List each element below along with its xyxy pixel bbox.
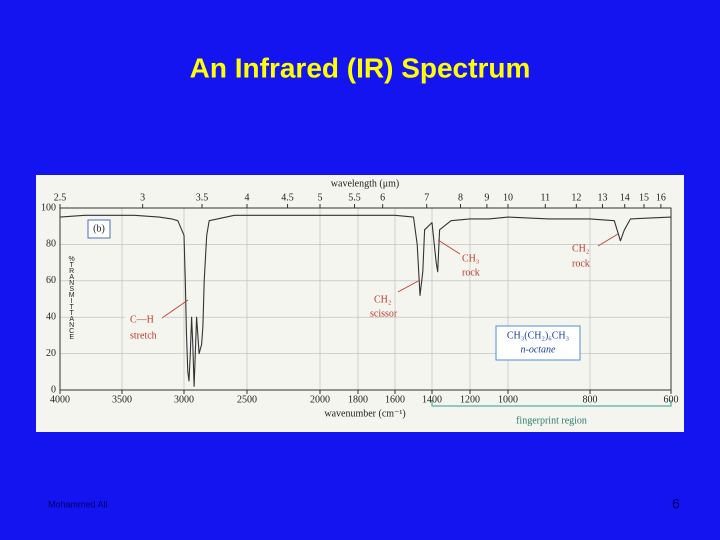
spectrum-line	[59, 214, 672, 387]
chart-background	[36, 175, 684, 432]
compound-box	[495, 325, 581, 361]
y-tick-label: 0	[51, 384, 56, 395]
y-tick-label: 40	[46, 311, 56, 322]
x-tick-label: 2000	[310, 394, 330, 405]
y-tick-label: 100	[41, 202, 56, 213]
x-tick-label: 4000	[50, 394, 70, 405]
x-tick-label: 1000	[498, 394, 518, 405]
y-tick-label: 20	[46, 348, 56, 359]
x2-tick-label: 15	[639, 192, 649, 203]
x2-tick-label: 7	[424, 192, 429, 203]
panel-box	[87, 219, 111, 239]
page-number: 6	[672, 496, 680, 512]
y-axis-label: %TRANSMITTANCE	[68, 256, 75, 340]
x-tick-label: 800	[583, 394, 598, 405]
x-tick-label: 1600	[385, 394, 405, 405]
x2-tick-label: 4	[245, 192, 250, 203]
x2-tick-label: 9	[484, 192, 489, 203]
x2-tick-label: 4.5	[281, 192, 294, 203]
panel-label: (b)	[93, 223, 105, 234]
x2-tick-label: 14	[620, 192, 630, 203]
annotation: CH₃	[462, 253, 479, 264]
fingerprint-label: fingerprint region	[516, 415, 587, 426]
annotation: scissor	[370, 308, 398, 319]
y-tick-label: 80	[46, 239, 56, 250]
compound-name: n-octane	[521, 344, 557, 355]
x-tick-label: 3000	[174, 394, 194, 405]
annotation: CH₂	[572, 243, 589, 254]
annotation: stretch	[130, 330, 157, 341]
x2-tick-label: 12	[571, 192, 581, 203]
x-tick-label: 3500	[112, 394, 132, 405]
x-tick-label: 2500	[237, 394, 257, 405]
annotation-leader	[597, 233, 619, 247]
y-tick-label: 60	[46, 275, 56, 286]
x2-tick-label: 2.5	[54, 192, 67, 203]
footer: Mohammed Ali	[48, 499, 108, 509]
x2-tick-label: 11	[540, 192, 550, 203]
x2-tick-label: 8	[458, 192, 463, 203]
annotation-leader	[437, 239, 461, 255]
annotation: CH₂	[374, 294, 391, 305]
x2-tick-label: 3	[140, 192, 145, 203]
x-tick-label: 1200	[460, 394, 480, 405]
x-tick-label: 1800	[348, 394, 368, 405]
annotation: rock	[572, 258, 590, 269]
x-axis-label: wavenumber (cm⁻¹)	[324, 408, 405, 419]
plot-frame	[59, 207, 672, 391]
annotation-leader	[397, 279, 421, 293]
x-tick-label: 1400	[422, 394, 442, 405]
x2-axis-label: wavelength (μm)	[331, 178, 399, 189]
x2-tick-label: 10	[503, 192, 513, 203]
annotation: C—H	[130, 314, 154, 325]
annotation: rock	[462, 267, 480, 278]
annotation-bg	[125, 310, 165, 344]
x2-tick-label: 5.5	[348, 192, 361, 203]
x-tick-label: 600	[664, 394, 679, 405]
slide-title: An Infrared (IR) Spectrum	[190, 52, 531, 83]
x2-tick-label: 3.5	[196, 192, 209, 203]
x2-tick-label: 5	[318, 192, 323, 203]
x2-tick-label: 16	[656, 192, 666, 203]
x2-tick-label: 6	[380, 192, 385, 203]
annotation-leader	[161, 299, 189, 319]
x2-tick-label: 13	[597, 192, 607, 203]
fingerprint-bracket	[431, 400, 672, 407]
compound-formula: CH₃(CH₂)₆CH₃	[507, 330, 569, 341]
